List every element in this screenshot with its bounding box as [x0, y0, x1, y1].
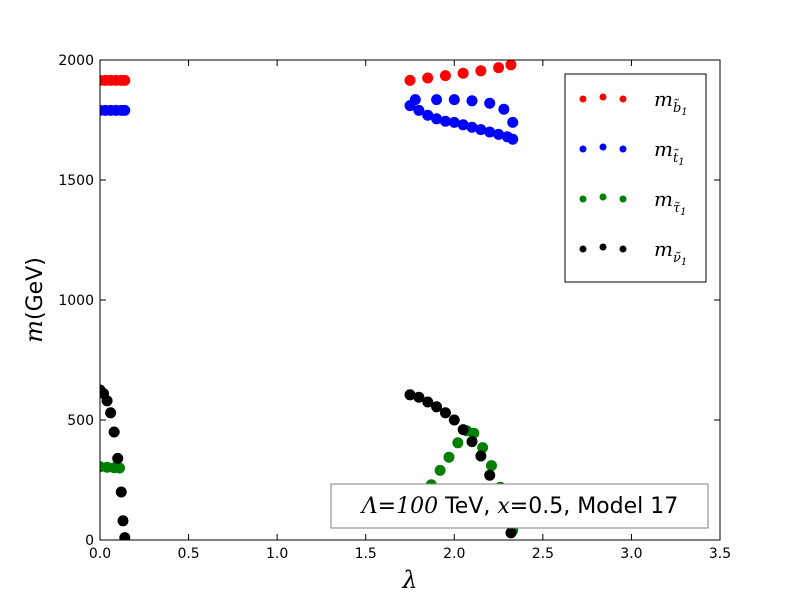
x-axis-label: λ	[401, 566, 417, 594]
data-point	[457, 67, 469, 79]
data-point	[422, 72, 434, 84]
data-point	[422, 396, 434, 408]
data-point	[457, 424, 469, 436]
data-point	[448, 414, 460, 426]
data-point	[117, 515, 129, 527]
legend-box	[564, 73, 707, 283]
data-point	[413, 391, 425, 403]
x-tick-label: 3.0	[620, 546, 642, 562]
legend-marker	[579, 95, 587, 103]
x-tick-label: 3.5	[709, 546, 731, 562]
data-point	[434, 464, 446, 476]
data-point	[475, 450, 487, 462]
legend-label: mt̃1	[654, 137, 685, 168]
legend-marker	[579, 195, 587, 203]
data-point	[493, 62, 505, 74]
legend-label: mν̃1	[654, 237, 687, 268]
data-point	[443, 451, 455, 463]
data-point	[484, 97, 496, 109]
data-point	[101, 395, 113, 407]
data-point	[105, 407, 117, 419]
y-tick-label: 0	[85, 533, 94, 549]
legend-marker	[619, 95, 627, 103]
y-tick-label: 500	[67, 413, 94, 429]
legend-marker	[579, 245, 587, 253]
legend-item-1: mb̃1	[579, 87, 688, 118]
data-point	[439, 407, 451, 419]
data-point	[409, 94, 421, 106]
annotation-text: Λ=100 TeV, x=0.5, Model 17	[360, 494, 678, 519]
data-point	[439, 70, 451, 82]
data-point	[452, 437, 464, 449]
data-point	[505, 60, 517, 71]
data-point	[413, 104, 425, 116]
data-point	[119, 532, 131, 540]
legend-label: mb̃1	[654, 87, 688, 118]
data-point	[466, 95, 478, 107]
data-point	[119, 104, 131, 116]
series-2	[100, 94, 519, 145]
y-tick-label: 1000	[58, 293, 94, 309]
legend: mb̃1 mt̃1 mτ̃1 mν̃1	[564, 73, 707, 283]
x-tick-label: 1.0	[266, 546, 288, 562]
data-point	[115, 486, 127, 498]
annotation: Λ=100 TeV, x=0.5, Model 17	[330, 483, 709, 529]
legend-marker	[579, 145, 587, 153]
axis-ticks: 0.0 0.5 1.0 1.5 2.0 2.5 3.0 3.5 0 500 1000 1500 2000	[58, 53, 731, 562]
data-point	[404, 74, 416, 86]
series-1	[100, 60, 517, 86]
x-tick-label: 0.5	[177, 546, 199, 562]
data-point	[119, 74, 131, 86]
legend-marker	[599, 143, 607, 151]
data-point	[484, 469, 496, 481]
data-point	[431, 94, 443, 106]
legend-marker	[619, 245, 627, 253]
data-point	[466, 436, 478, 448]
x-tick-label: 2.5	[532, 546, 554, 562]
data-point	[507, 133, 519, 145]
legend-marker	[619, 195, 627, 203]
legend-item-4: mν̃1	[579, 237, 687, 268]
legend-item-3: mτ̃1	[579, 187, 687, 218]
y-tick-label: 2000	[58, 53, 94, 69]
y-axis-label: m(GeV)	[20, 257, 48, 343]
legend-marker	[599, 193, 607, 201]
data-point	[507, 116, 519, 128]
x-tick-label: 0.0	[89, 546, 111, 562]
x-tick-label: 1.5	[355, 546, 377, 562]
x-tick-label: 2.0	[443, 546, 465, 562]
data-point	[112, 452, 124, 464]
legend-item-2: mt̃1	[579, 137, 685, 168]
data-point	[498, 103, 510, 115]
y-axis-label-unit: (GeV)	[23, 257, 48, 320]
svg-text:m(GeV): m(GeV)	[20, 257, 48, 343]
y-axis-label-math: m	[20, 320, 48, 343]
data-point	[431, 401, 443, 413]
legend-marker	[599, 93, 607, 101]
annotation-box	[330, 483, 709, 529]
legend-marker	[619, 145, 627, 153]
data-point	[505, 527, 517, 539]
data-point	[113, 462, 125, 474]
data-point	[485, 460, 497, 472]
data-point	[448, 94, 460, 106]
legend-marker	[599, 243, 607, 251]
data-point	[475, 65, 487, 77]
legend-label: mτ̃1	[654, 187, 687, 218]
y-tick-label: 1500	[58, 173, 94, 189]
data-point	[108, 426, 120, 438]
